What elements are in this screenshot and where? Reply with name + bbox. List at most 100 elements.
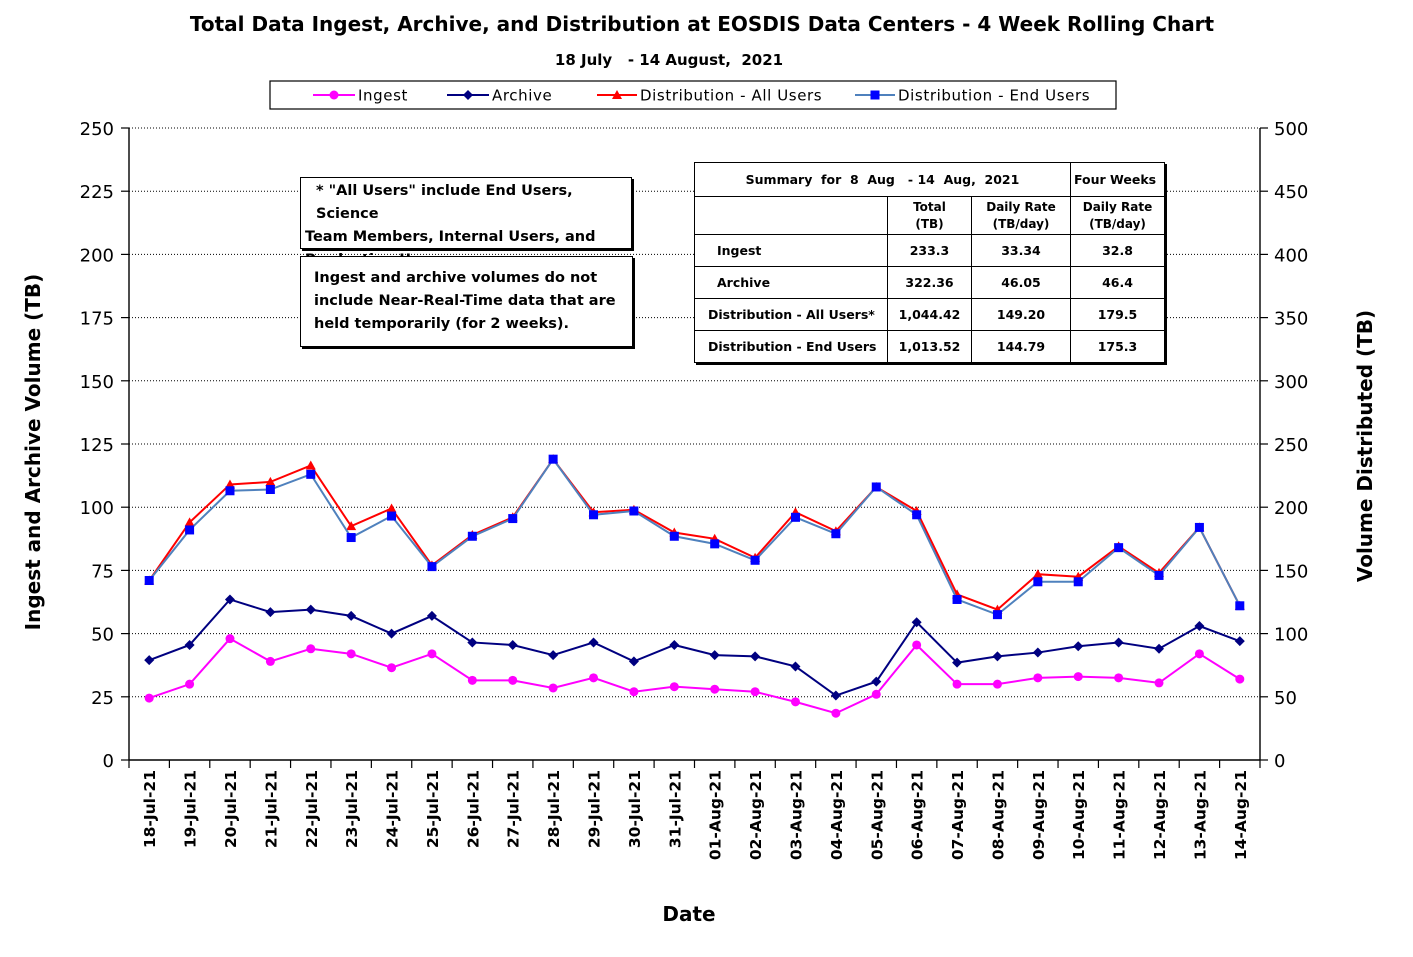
series-line [148, 457, 1241, 611]
legend-item: Ingest [313, 87, 408, 105]
x-tick-label: 14-Aug-21 [1232, 770, 1250, 860]
data-point [1033, 673, 1043, 683]
y-right-tick-label: 450 [1274, 182, 1308, 203]
data-point [870, 90, 880, 100]
x-tick-label: 22-Jul-21 [303, 770, 321, 848]
data-point [507, 639, 518, 650]
data-point [710, 539, 720, 549]
x-tick-label: 27-Jul-21 [505, 770, 523, 848]
y-left-tick-label: 100 [80, 498, 114, 519]
data-point [1113, 637, 1124, 648]
summary-title: Summary for 8 Aug - 14 Aug, 2021 [694, 162, 1071, 197]
data-point [306, 644, 316, 654]
y-right-tick-label: 100 [1274, 625, 1308, 646]
summary-row-total: 1,044.42 [887, 298, 972, 331]
summary-row-total: 233.3 [887, 234, 972, 267]
legend-label: Archive [492, 87, 552, 105]
data-point [265, 607, 276, 618]
data-point [225, 634, 235, 644]
summary-row-daily: 149.20 [971, 298, 1071, 331]
data-point [629, 687, 639, 697]
summary-col-daily: Daily Rate (TB/day) [971, 196, 1071, 235]
x-tick-label: 10-Aug-21 [1070, 770, 1088, 860]
y-left-tick-label: 125 [80, 435, 114, 456]
x-tick-label: 03-Aug-21 [787, 770, 805, 860]
y-left-tick-label: 0 [103, 751, 114, 772]
x-tick-label: 29-Jul-21 [586, 770, 604, 848]
series-line [148, 598, 1241, 697]
data-point [508, 514, 518, 524]
y-right-tick-label: 350 [1274, 309, 1308, 330]
data-point [669, 682, 679, 692]
data-point [669, 531, 679, 541]
data-point [467, 637, 478, 648]
summary-row-daily: 144.79 [971, 330, 1071, 363]
x-tick-label: 21-Jul-21 [262, 770, 280, 848]
data-point [224, 594, 235, 605]
data-point [790, 512, 800, 522]
data-point [548, 683, 558, 693]
legend-label: Distribution - End Users [898, 87, 1090, 105]
x-tick-label: 02-Aug-21 [747, 770, 765, 860]
data-point [184, 639, 195, 650]
data-point [225, 486, 235, 496]
note-all-users-line-2: Team Members, Internal Users, and [305, 229, 596, 245]
y-right-tick-label: 250 [1274, 435, 1308, 456]
y-right-tick-label: 400 [1274, 245, 1308, 266]
x-tick-label: 06-Aug-21 [909, 770, 927, 860]
note-all-users: * "All Users" include End Users, Science… [300, 177, 632, 268]
data-point [750, 687, 760, 697]
summary-row-dist-all: Distribution - All Users* 1,044.42 149.2… [694, 298, 1165, 331]
data-point [144, 693, 154, 703]
data-point [669, 639, 680, 650]
y-left-tick-label: 200 [80, 245, 114, 266]
x-tick-label: 23-Jul-21 [343, 770, 361, 848]
data-point [831, 529, 841, 539]
x-axis-label: Date [662, 902, 715, 926]
summary-table: Summary for 8 Aug - 14 Aug, 2021 Four We… [694, 162, 1165, 363]
data-point [710, 684, 720, 694]
x-tick-label: 20-Jul-21 [222, 770, 240, 848]
summary-row-four: 175.3 [1070, 330, 1165, 363]
legend-label: Ingest [358, 87, 408, 105]
series-archive [144, 594, 1245, 701]
summary-row-label: Distribution - All Users* [694, 298, 888, 331]
x-tick-label: 26-Jul-21 [464, 770, 482, 848]
data-point [1032, 569, 1043, 579]
y-left-tick-label: 225 [80, 182, 114, 203]
axes: 0 25 50 75 100 125 150 175 200 225 250 0 50 100 150 200… [80, 119, 1309, 860]
data-point [629, 506, 639, 516]
data-point [306, 469, 316, 479]
x-tick-label: 01-Aug-21 [707, 770, 725, 860]
y-axis-left-label: Ingest and Archive Volume (TB) [21, 274, 45, 631]
data-point [508, 675, 518, 685]
summary-col-four-line-2: (TB/day) [1089, 216, 1146, 231]
data-point [265, 485, 275, 495]
summary-col-four: Daily Rate (TB/day) [1070, 196, 1165, 235]
data-point [992, 610, 1002, 620]
y-right-tick-label: 0 [1274, 751, 1285, 772]
data-point [1194, 621, 1205, 632]
data-point [1033, 577, 1043, 587]
data-point [1154, 570, 1164, 580]
data-point [1114, 543, 1124, 553]
legend-items: Ingest Archive Distribution - All Users Dis… [313, 87, 1090, 105]
data-point [386, 628, 397, 639]
legend-item: Archive [447, 87, 552, 105]
x-tick-label: 13-Aug-21 [1191, 770, 1209, 860]
legend-item: Distribution - All Users [597, 87, 822, 105]
y-left-tick-label: 50 [91, 625, 114, 646]
data-point [1154, 678, 1164, 688]
y-left-tick-label: 75 [91, 561, 114, 582]
series-layer [144, 454, 1245, 718]
data-point [952, 594, 962, 604]
chart-subtitle: 18 July - 14 August, 2021 [555, 51, 783, 69]
data-point [144, 655, 155, 666]
y-left-tick-label: 175 [80, 309, 114, 330]
data-point [992, 651, 1003, 662]
data-point [871, 676, 882, 687]
x-tick-label: 05-Aug-21 [868, 770, 886, 860]
data-point [265, 656, 275, 666]
note-nrt-line-1: Ingest and archive volumes do not [314, 270, 598, 286]
